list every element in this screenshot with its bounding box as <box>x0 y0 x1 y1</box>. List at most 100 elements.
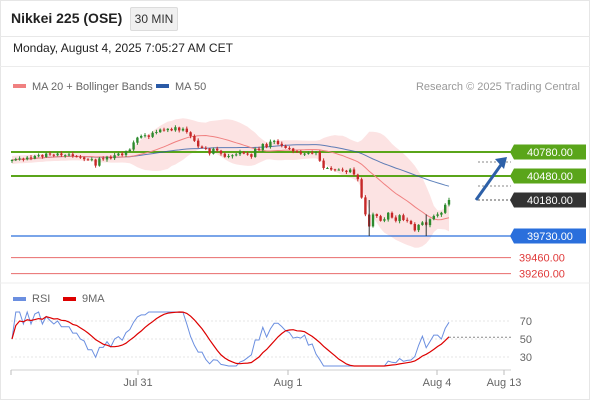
x-axis: Jul 31 Aug 1 Aug 4 Aug 13 <box>10 370 522 389</box>
candle-body <box>345 170 348 172</box>
candle-body <box>238 152 242 155</box>
candle-body <box>303 153 306 155</box>
timestamp: Monday, August 4, 2025 7:05:27 AM CET <box>13 41 233 55</box>
level-label: 40780.00 <box>527 147 573 159</box>
candle-body <box>212 148 215 154</box>
candle-body <box>314 152 318 154</box>
candle-body <box>269 141 272 148</box>
candle-body <box>204 147 207 149</box>
candle-body <box>337 169 340 171</box>
candle-body <box>447 200 451 205</box>
forecast-arrow-head <box>495 157 507 169</box>
candle-body <box>436 214 439 216</box>
candle-body <box>140 136 143 138</box>
moving-average-layer <box>11 134 450 221</box>
candle-body <box>189 132 192 136</box>
candle-body <box>14 159 17 161</box>
level-tag-pointer <box>510 144 514 160</box>
candle-body <box>276 140 280 144</box>
candle-body <box>166 128 169 131</box>
candle-body <box>318 152 321 161</box>
candle-body <box>151 132 154 137</box>
candle-body <box>333 169 337 171</box>
legend-swatch-9ma <box>63 297 76 301</box>
x-tick-label: Aug 1 <box>274 377 303 389</box>
candle-body <box>185 128 188 132</box>
level-tag <box>514 228 586 244</box>
candle-body <box>349 169 352 173</box>
candle-body <box>90 159 93 161</box>
candle-body <box>428 219 432 226</box>
rsi-legend: RSI 9MA <box>13 293 105 305</box>
level-label: 39730.00 <box>527 231 573 243</box>
candle-body <box>223 153 226 157</box>
candle-body <box>26 157 29 160</box>
candle-body <box>341 169 344 171</box>
candle-body <box>197 140 200 147</box>
candle-body <box>375 214 378 216</box>
candle-body <box>22 158 25 160</box>
candle-body <box>60 153 63 156</box>
timestamp-divider <box>0 66 590 67</box>
level-tag-pointer <box>510 168 514 184</box>
candle-body <box>113 155 116 159</box>
candle-body <box>128 149 131 152</box>
candle-body <box>387 212 390 220</box>
candle-body <box>159 129 162 133</box>
candle-body <box>311 152 314 154</box>
candle-body <box>409 221 413 224</box>
candle-body <box>322 160 325 168</box>
main-legend: MA 20 + Bollinger Bands MA 50 Research ©… <box>13 81 580 93</box>
candle-body <box>398 215 401 222</box>
candle-body <box>117 153 120 156</box>
legend-swatch-rsi <box>13 297 26 301</box>
candle-body <box>379 216 382 221</box>
candle-body <box>29 157 33 159</box>
x-tick-label: Aug 13 <box>487 377 522 389</box>
candle-body <box>181 128 185 131</box>
candle-body <box>52 154 55 156</box>
candle-body <box>280 143 283 146</box>
interval-selector[interactable]: 30 MIN <box>130 7 178 31</box>
candle-body <box>124 151 128 155</box>
candle-body <box>193 136 196 141</box>
level-tag <box>514 192 586 208</box>
candle-body <box>390 212 394 218</box>
source-note: Research © 2025 Trading Central <box>416 81 580 93</box>
candle-body <box>208 148 211 154</box>
candle-body <box>235 154 238 156</box>
candle-body <box>432 216 435 220</box>
candle-body <box>219 150 223 154</box>
forecast-arrow <box>474 161 505 201</box>
candle-body <box>284 145 287 148</box>
level-labels-layer: 40780.00 40480.00 40180.00 39730.00 39460.00… <box>474 144 586 281</box>
candle-body <box>48 153 52 155</box>
legend-label-ma20: MA 20 + Bollinger Bands <box>32 81 153 93</box>
ma20-line <box>11 134 450 221</box>
candle-body <box>121 153 124 156</box>
level-tag-pointer <box>510 228 514 244</box>
bollinger-band <box>12 118 449 248</box>
candle-body <box>227 156 230 157</box>
candle-body <box>364 197 367 215</box>
candle-body <box>33 156 36 159</box>
x-tick-label: Jul 31 <box>123 377 152 389</box>
candle-body <box>147 135 150 137</box>
candle-body <box>383 219 386 221</box>
candle-body <box>330 167 333 170</box>
candle-body <box>288 147 291 149</box>
rsi-pane: 70 50 30 <box>11 310 532 367</box>
level-tag <box>514 168 586 184</box>
candle-body <box>56 153 59 156</box>
candle-body <box>326 168 329 169</box>
level-label: 40180.00 <box>527 195 573 207</box>
candle-body <box>254 148 257 157</box>
rsi-tick-label: 30 <box>520 352 532 364</box>
candle-body <box>200 146 204 148</box>
candle-body <box>216 148 219 151</box>
legend-swatch-ma20 <box>13 84 26 88</box>
candle-body <box>79 156 82 158</box>
rsi-ma-line <box>11 311 450 367</box>
candle-body <box>41 154 44 157</box>
